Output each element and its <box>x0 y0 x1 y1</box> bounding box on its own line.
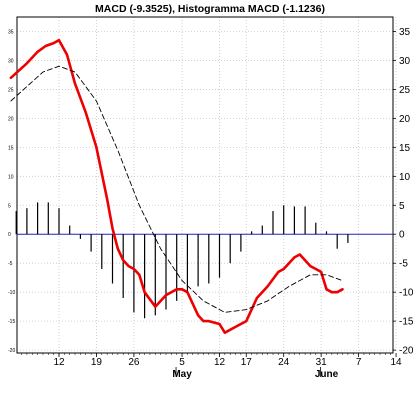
series-lines <box>9 38 344 335</box>
x-tick-label: 14 <box>390 357 402 368</box>
y-tick-label-right: 35 <box>399 27 411 38</box>
y-tick-label-right: 10 <box>399 172 411 183</box>
x-tick-label: 12 <box>214 357 226 368</box>
macd-line <box>9 38 344 335</box>
y-tick-label-right: -15 <box>399 317 414 328</box>
chart-title: MACD (-9.3525), Histogramma MACD (-1.123… <box>95 3 325 15</box>
y-tick-label-right: 15 <box>399 143 411 154</box>
y-tick-label-left: 20 <box>8 116 14 122</box>
y-tick-label-left: 25 <box>8 87 14 93</box>
y-tick-label-left: -10 <box>8 290 15 296</box>
y-tick-label-left: -15 <box>8 319 15 325</box>
month-label: May <box>172 369 192 380</box>
y-tick-label-right: 30 <box>399 56 411 67</box>
x-tick-label: 17 <box>241 357 253 368</box>
x-tick-label: 7 <box>356 357 362 368</box>
signal-line <box>10 65 343 313</box>
y-tick-label-left: -20 <box>8 348 15 354</box>
x-tick-label: 12 <box>53 357 65 368</box>
y-tick-label-left: 30 <box>8 58 14 64</box>
plot-frame <box>16 16 394 354</box>
y-tick-label-right: 0 <box>399 230 405 241</box>
y-tick-label-right: 5 <box>399 201 405 212</box>
y-tick-label-right: -5 <box>399 259 408 270</box>
y-tick-label-left: 10 <box>8 174 14 180</box>
y-tick-label-left: 15 <box>8 145 14 151</box>
y-tick-label-right: 25 <box>399 85 411 96</box>
axes: 35 35 30 30 25 25 20 20 15 15 10 10 5 5 0 0 -5 -5 -10 -10 -1… <box>8 27 414 380</box>
y-tick-label-right: 20 <box>399 114 411 125</box>
y-tick-label-left: 0 <box>8 232 11 238</box>
y-tick-label-left: 35 <box>8 29 14 35</box>
y-tick-label-right: -20 <box>399 346 414 357</box>
x-tick-label: 31 <box>316 357 328 368</box>
x-tick-label: 26 <box>128 357 140 368</box>
y-tick-label-right: -10 <box>399 288 414 299</box>
y-tick-label-left: -5 <box>8 261 13 267</box>
grid <box>17 17 397 353</box>
x-tick-label: 19 <box>91 357 103 368</box>
x-tick-label: 5 <box>179 357 185 368</box>
month-label: June <box>315 369 339 380</box>
histogram-bars <box>15 202 349 319</box>
x-tick-label: 24 <box>278 357 290 368</box>
y-tick-label-left: 5 <box>8 203 11 209</box>
